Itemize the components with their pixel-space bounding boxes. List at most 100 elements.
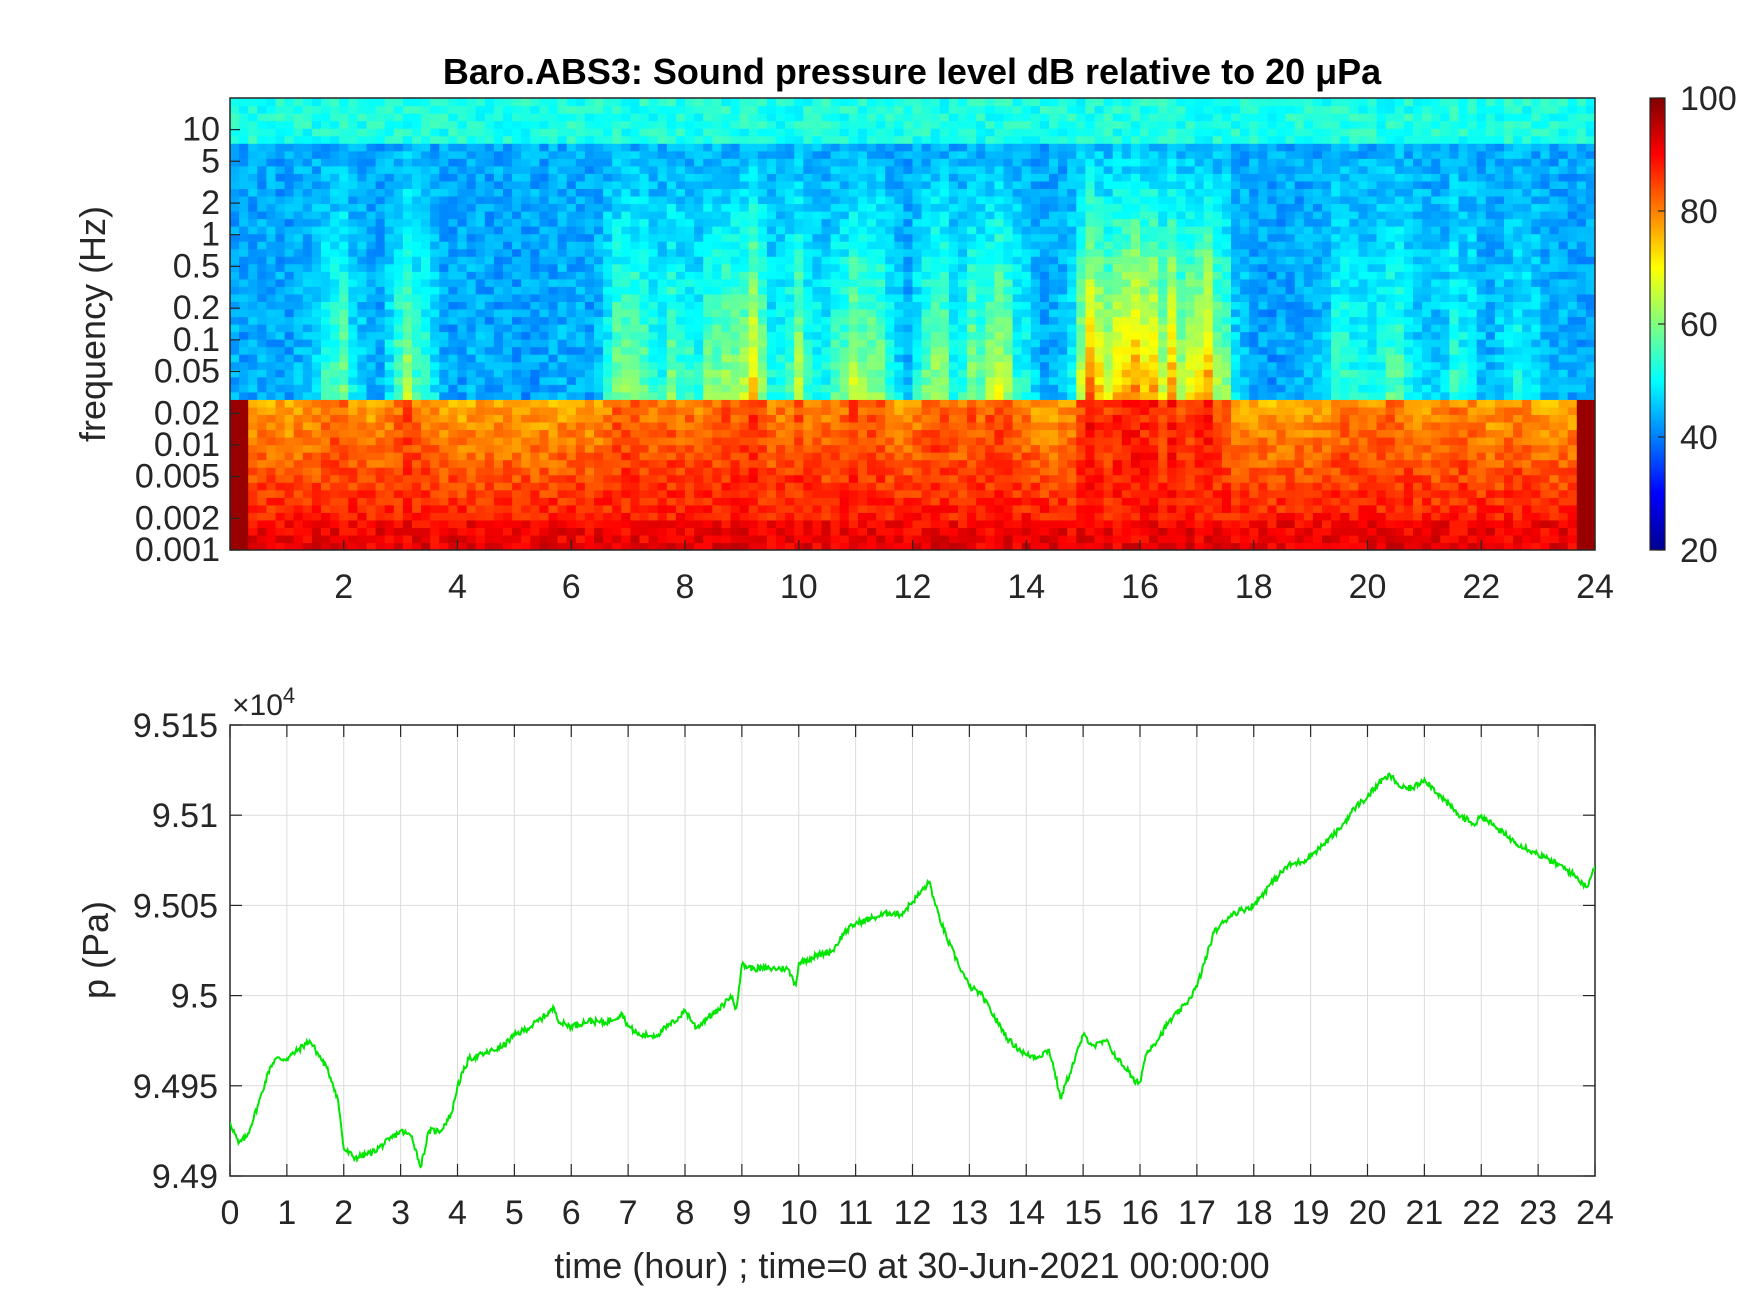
- spectrogram-cell: [839, 301, 850, 310]
- spectrogram-cell: [712, 203, 722, 212]
- spectrogram-cell: [466, 369, 477, 378]
- spectrogram-cell: [348, 248, 358, 257]
- spectrogram-cell: [639, 497, 650, 506]
- spectrogram-cell: [630, 173, 641, 182]
- spectrogram-cell: [311, 233, 322, 242]
- spectrogram-cell: [430, 173, 440, 182]
- spectrogram-cell: [830, 135, 841, 144]
- spectrogram-cell: [266, 467, 277, 476]
- spectrogram-cell: [721, 376, 732, 385]
- spectrogram-cell: [912, 248, 923, 257]
- spectrogram-cell: [903, 271, 914, 280]
- spectrogram-cell: [594, 361, 604, 370]
- spectrogram-cell: [530, 203, 540, 212]
- spectrogram-cell: [503, 113, 513, 122]
- spectrogram-cell: [621, 263, 631, 272]
- spectrogram-cell: [493, 512, 504, 521]
- spectrogram-cell: [785, 467, 795, 476]
- spectrogram-cell: [257, 271, 267, 280]
- spectrogram-cell: [566, 180, 577, 189]
- spectrogram-cell: [621, 271, 631, 280]
- spectrogram-cell: [275, 143, 286, 152]
- spectrogram-cell: [985, 542, 995, 550]
- spectrogram-cell: [648, 135, 659, 144]
- spectrogram-cell: [575, 452, 586, 461]
- spectrogram-cell: [867, 241, 877, 250]
- spectrogram-cell: [239, 376, 249, 385]
- spectrogram-cell: [466, 331, 477, 340]
- spectrogram-cell: [894, 361, 904, 370]
- spectrogram-cell: [666, 527, 677, 536]
- spectrogram-cell: [430, 120, 440, 129]
- spectrogram-cell: [939, 165, 950, 174]
- spectrogram-cell: [311, 180, 322, 189]
- spectrogram-cell: [766, 203, 777, 212]
- spectrogram-cell: [257, 354, 267, 363]
- spectrogram-cell: [393, 512, 404, 521]
- spectrogram-cell: [785, 391, 795, 400]
- spectrogram-cell: [812, 226, 823, 235]
- spectrogram-cell: [321, 293, 331, 302]
- spectrogram-cell: [948, 504, 959, 513]
- spectrogram-cell: [275, 195, 286, 205]
- spectrogram-cell: [530, 414, 540, 423]
- spectrogram-cell: [348, 150, 358, 159]
- spectrogram-cell: [748, 120, 759, 129]
- spectrogram-cell: [503, 211, 513, 220]
- spectrogram-cell: [248, 482, 258, 491]
- spectrogram-cell: [503, 497, 513, 506]
- spectrogram-cell: [284, 384, 295, 393]
- spectrogram-cell: [548, 339, 559, 348]
- spectrogram-cell: [830, 98, 841, 107]
- spectrogram-cell: [930, 128, 941, 137]
- spectrogram-cell: [566, 467, 577, 476]
- spectrogram-cell: [921, 444, 932, 453]
- spectrogram-cell: [803, 278, 813, 287]
- spectrogram-cell: [812, 248, 823, 257]
- spectrogram-cell: [876, 248, 886, 257]
- spectrogram-cell: [311, 361, 322, 370]
- spectrogram-cell: [239, 361, 249, 370]
- spectrogram-cell: [839, 527, 850, 536]
- spectrogram-cell: [903, 98, 914, 107]
- spectrogram-cell: [930, 542, 941, 550]
- spectrogram-cell: [230, 286, 240, 295]
- spectrogram-cell: [839, 158, 850, 167]
- spectrogram-cell: [357, 135, 368, 144]
- spectrogram-cell: [548, 331, 559, 340]
- spectrogram-cell: [712, 233, 722, 242]
- spectrogram-cell: [584, 399, 595, 408]
- spectrogram-cell: [375, 489, 386, 498]
- spectrogram-cell: [776, 173, 786, 182]
- spectrogram-cell: [612, 211, 622, 220]
- spectrogram-cell: [493, 489, 504, 498]
- spectrogram-cell: [330, 376, 340, 385]
- spectrogram-cell: [530, 467, 540, 476]
- spectrogram-cell: [402, 482, 413, 491]
- spectrogram-cell: [366, 391, 377, 400]
- spectrogram-cell: [257, 482, 267, 491]
- spectrogram-cell: [402, 218, 413, 227]
- spectrogram-cell: [439, 527, 449, 536]
- spectrogram-cell: [321, 474, 331, 483]
- spectrogram-cell: [766, 301, 777, 310]
- spectrogram-cell: [311, 512, 322, 521]
- spectrogram-cell: [493, 339, 504, 348]
- spectrogram-cell: [612, 331, 622, 340]
- spectrogram-cell: [794, 361, 804, 370]
- spectrogram-cell: [739, 391, 750, 400]
- spectrogram-cell: [630, 211, 641, 220]
- spectrogram-cell: [921, 497, 932, 506]
- spectrogram-cell: [230, 263, 240, 272]
- spectrogram-cell: [630, 414, 641, 423]
- spectrogram-cell: [293, 346, 304, 355]
- spectrogram-cell: [748, 113, 759, 122]
- spectrogram-cell: [675, 180, 686, 189]
- spectrogram-cell: [785, 354, 795, 363]
- spectrogram-cell: [776, 489, 786, 498]
- spectrogram-cell: [612, 542, 622, 550]
- spectrogram-cell: [612, 497, 622, 506]
- spectrogram-cell: [712, 98, 722, 107]
- spectrogram-cell: [675, 354, 686, 363]
- spectrogram-cell: [448, 226, 459, 235]
